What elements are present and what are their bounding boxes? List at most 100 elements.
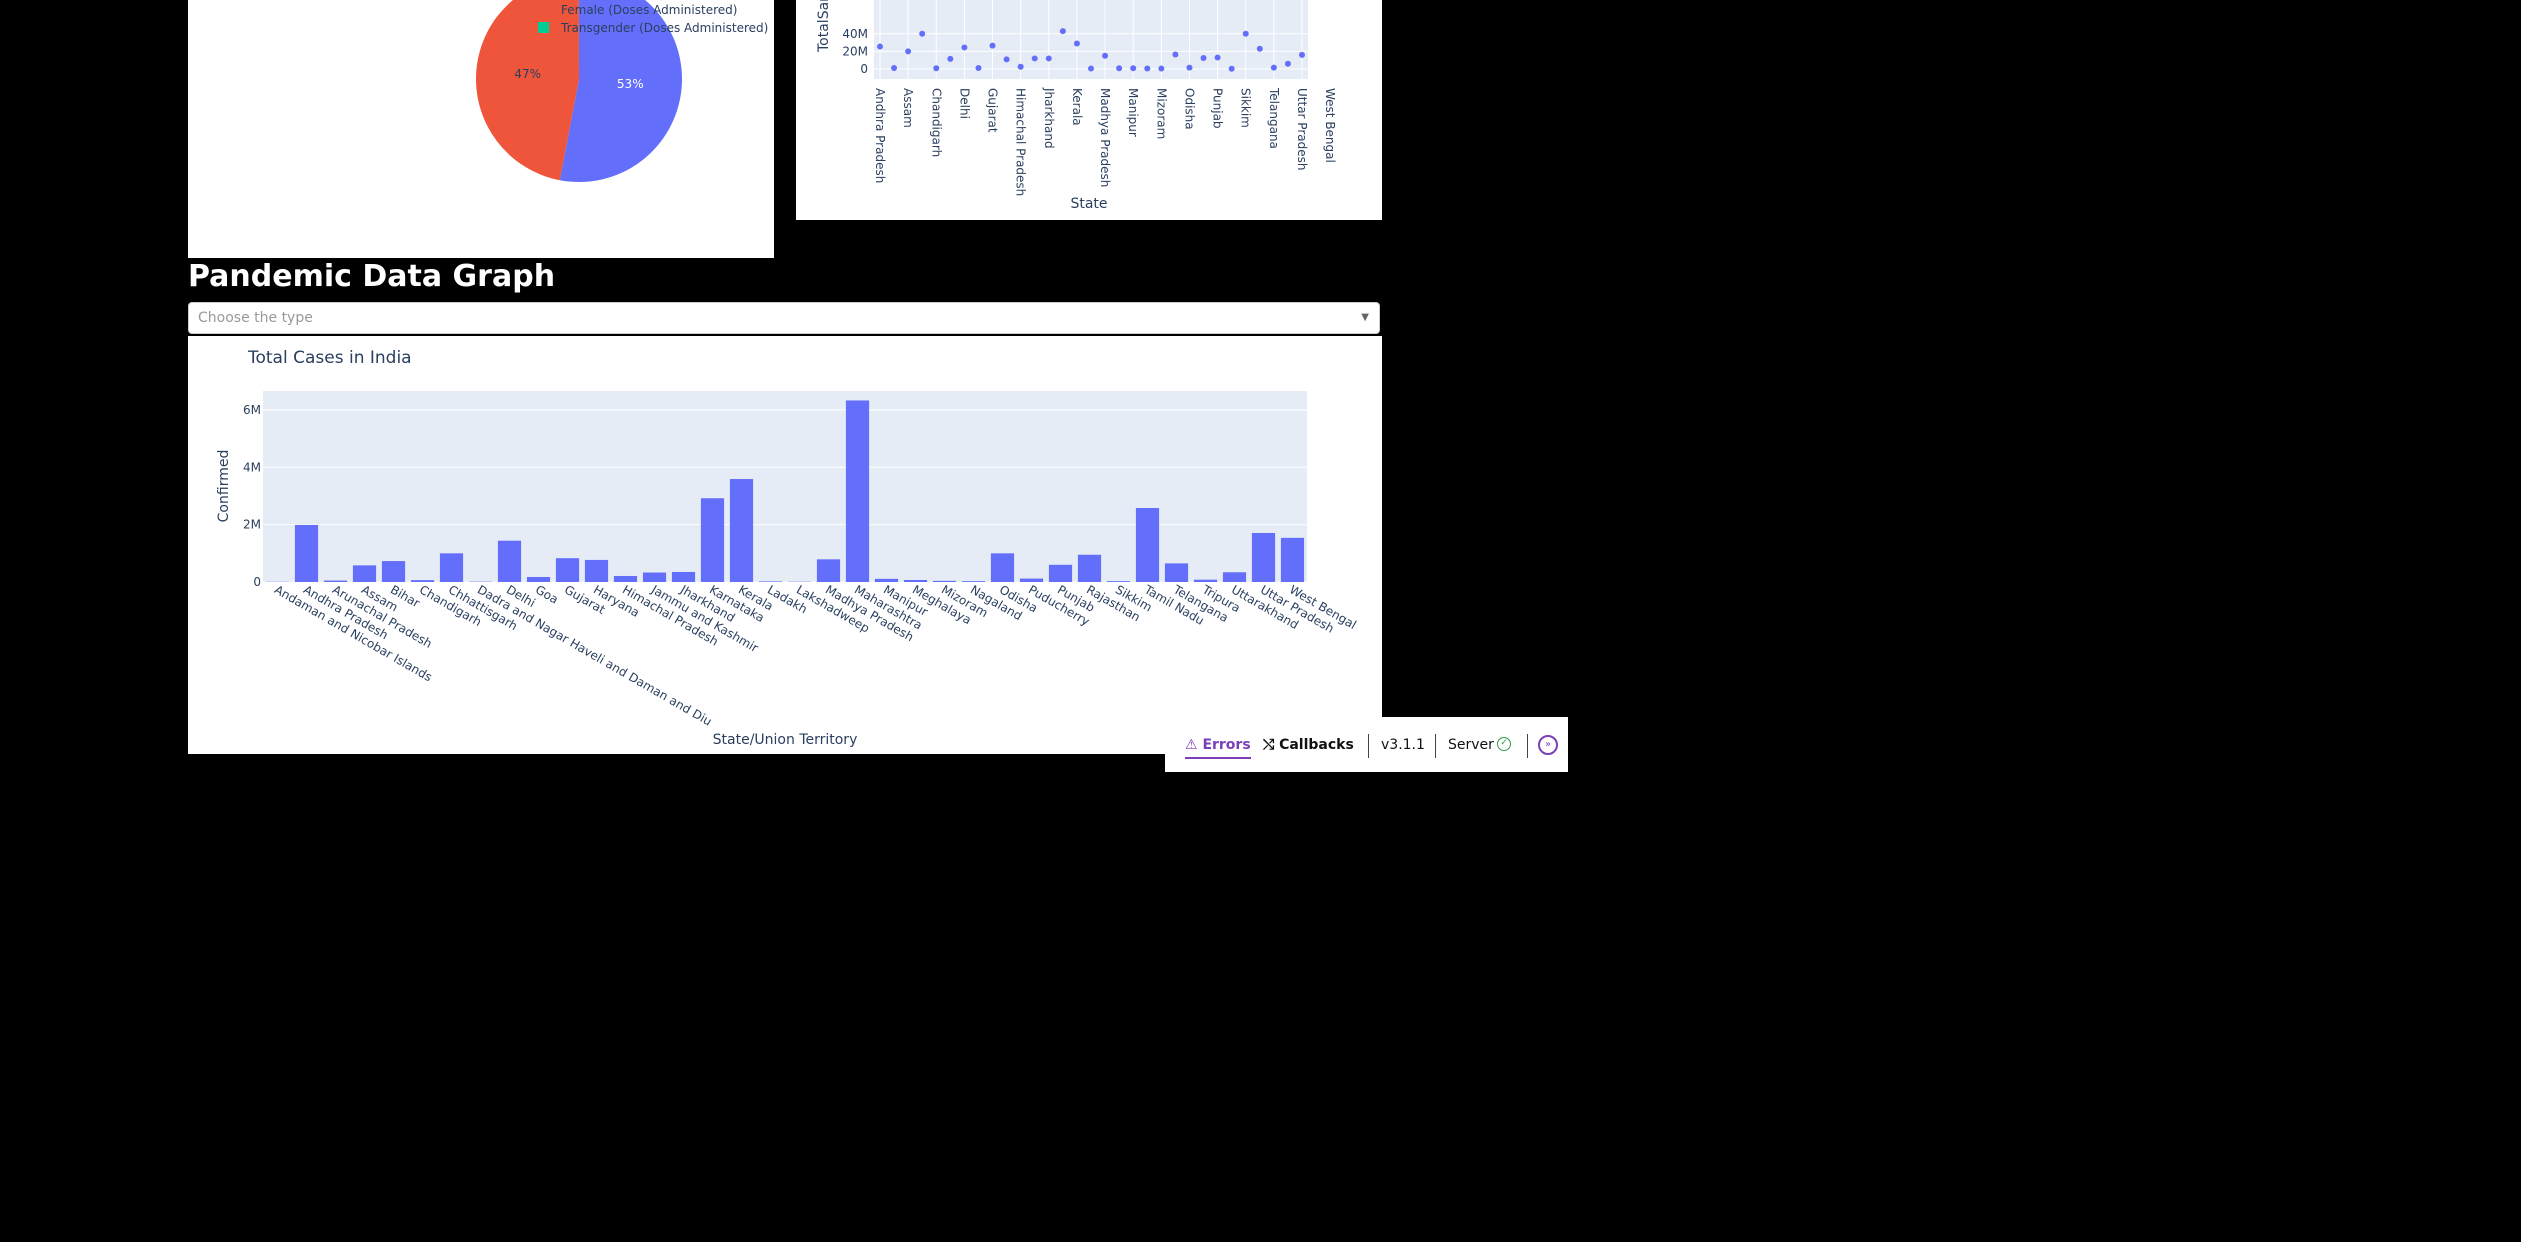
x-tick-label: Sikkim xyxy=(1239,88,1253,128)
bar xyxy=(555,558,580,582)
x-tick-label: Himachal Pradesh xyxy=(1014,88,1028,196)
scatter-chart: 0 20M 40M Andhra Pradesh Assam Chandigarh Delh… xyxy=(816,0,1337,212)
scatter-point xyxy=(1088,65,1094,72)
scatter-point xyxy=(877,43,883,50)
legend-swatch xyxy=(538,4,549,15)
bar xyxy=(381,561,406,582)
bar xyxy=(584,559,609,582)
scatter-point xyxy=(1116,65,1123,72)
scatter-point xyxy=(905,48,912,55)
x-tick-label: Kerala xyxy=(1070,88,1084,126)
plot-area xyxy=(263,391,1307,582)
scatter-point xyxy=(1186,64,1193,71)
scatter-point xyxy=(1059,28,1066,35)
expand-icon[interactable]: » xyxy=(1538,735,1558,755)
y-tick-label: 6M xyxy=(243,403,261,417)
scatter-point xyxy=(1102,52,1109,59)
x-tick-label: Uttar Pradesh xyxy=(1295,88,1309,170)
bar xyxy=(1019,578,1044,582)
version-label: v3.1.1 xyxy=(1381,737,1425,753)
bar xyxy=(642,572,667,582)
x-tick-label: Assam xyxy=(901,88,915,128)
x-tick-label: Telangana xyxy=(1267,87,1281,149)
bar xyxy=(845,400,870,582)
scatter-point xyxy=(947,55,954,62)
bar xyxy=(1077,554,1102,582)
bar xyxy=(1048,564,1073,582)
scatter-point xyxy=(1299,51,1305,58)
divider xyxy=(1527,734,1528,758)
x-tick-label: Punjab xyxy=(1211,88,1225,129)
pie-chart-panel: 53%47%0.0193%Female (Doses Administered)… xyxy=(188,0,774,258)
pie-slice-label: 53% xyxy=(617,77,644,91)
y-tick-label: 20M xyxy=(842,44,868,58)
y-axis-title: TotalSar xyxy=(816,0,832,53)
bar xyxy=(758,581,783,582)
x-axis-title: State xyxy=(1070,196,1107,212)
bar xyxy=(932,580,957,582)
legend-label: Female (Doses Administered) xyxy=(561,3,737,17)
scatter-point xyxy=(961,44,968,51)
chevron-down-icon[interactable]: ▼ xyxy=(1361,312,1369,323)
bar xyxy=(526,576,551,582)
bar xyxy=(294,524,319,582)
pie-chart: 53%47%0.0193%Female (Doses Administered)… xyxy=(476,0,768,182)
pie-slice xyxy=(559,0,682,182)
x-tick-label: Manipur xyxy=(1126,88,1140,137)
bar xyxy=(1251,532,1276,582)
y-tick-label: 0 xyxy=(860,62,868,76)
divider xyxy=(1368,734,1369,758)
scatter-point xyxy=(1045,55,1052,62)
callbacks-label: Callbacks xyxy=(1279,737,1354,753)
check-circle-icon: ✓ xyxy=(1497,737,1511,751)
y-tick-label: 2M xyxy=(243,518,261,532)
scatter-point xyxy=(1003,56,1010,63)
pie-slice-label: 47% xyxy=(514,67,541,81)
y-axis-title: Confirmed xyxy=(216,450,232,523)
errors-label: Errors xyxy=(1202,737,1251,753)
scatter-point xyxy=(989,42,996,49)
bar xyxy=(323,580,348,582)
x-tick-label: Madhya Pradesh xyxy=(1098,88,1112,187)
bar xyxy=(439,553,464,582)
x-tick-label: Odisha xyxy=(1182,88,1196,130)
server-label: Server xyxy=(1448,737,1494,753)
scatter-point xyxy=(1242,30,1249,37)
bar xyxy=(1193,579,1218,582)
dash-debug-footer: ⚠ Errors ⤭ Callbacks v3.1.1 Server ✓ » xyxy=(1165,717,1568,772)
errors-tab[interactable]: ⚠ Errors xyxy=(1185,737,1251,759)
callbacks-tab[interactable]: ⤭ Callbacks xyxy=(1263,737,1354,753)
bar xyxy=(410,580,435,582)
scatter-point xyxy=(1031,55,1038,62)
bar xyxy=(1280,537,1305,582)
bar xyxy=(671,571,696,582)
y-tick-label: 4M xyxy=(243,460,261,474)
divider xyxy=(1435,734,1436,758)
x-tick-label: Delhi xyxy=(957,88,971,119)
scatter-point xyxy=(1172,51,1179,58)
scatter-point xyxy=(1284,60,1291,67)
scatter-point xyxy=(1158,65,1165,72)
legend-label: Transgender (Doses Administered) xyxy=(560,21,768,35)
bar xyxy=(352,565,377,582)
x-tick-label: Andhra Pradesh xyxy=(873,88,887,183)
scatter-point xyxy=(1130,65,1137,72)
bar xyxy=(497,540,522,582)
x-tick-label: West Bengal xyxy=(1323,88,1337,163)
scatter-point xyxy=(1228,65,1235,72)
bar xyxy=(1106,581,1131,582)
x-tick-label: Jharkhand xyxy=(1042,87,1056,149)
bar xyxy=(903,579,928,582)
bar xyxy=(700,498,725,582)
bar xyxy=(1135,508,1160,582)
bar xyxy=(1222,572,1247,582)
scatter-point xyxy=(933,65,940,72)
bar-chart-panel: 0 2M 4M 6M Andaman and Nicobar Islands Andhra… xyxy=(188,336,1382,754)
legend-swatch xyxy=(538,22,549,33)
type-dropdown[interactable]: Choose the type ▼ xyxy=(188,302,1380,334)
scatter-chart-panel: 0 20M 40M Andhra Pradesh Assam Chandigarh Delh… xyxy=(796,0,1382,220)
dropdown-placeholder: Choose the type xyxy=(198,310,313,326)
y-tick-label: 0 xyxy=(253,575,261,589)
x-tick-label: Mizoram xyxy=(1154,88,1168,139)
